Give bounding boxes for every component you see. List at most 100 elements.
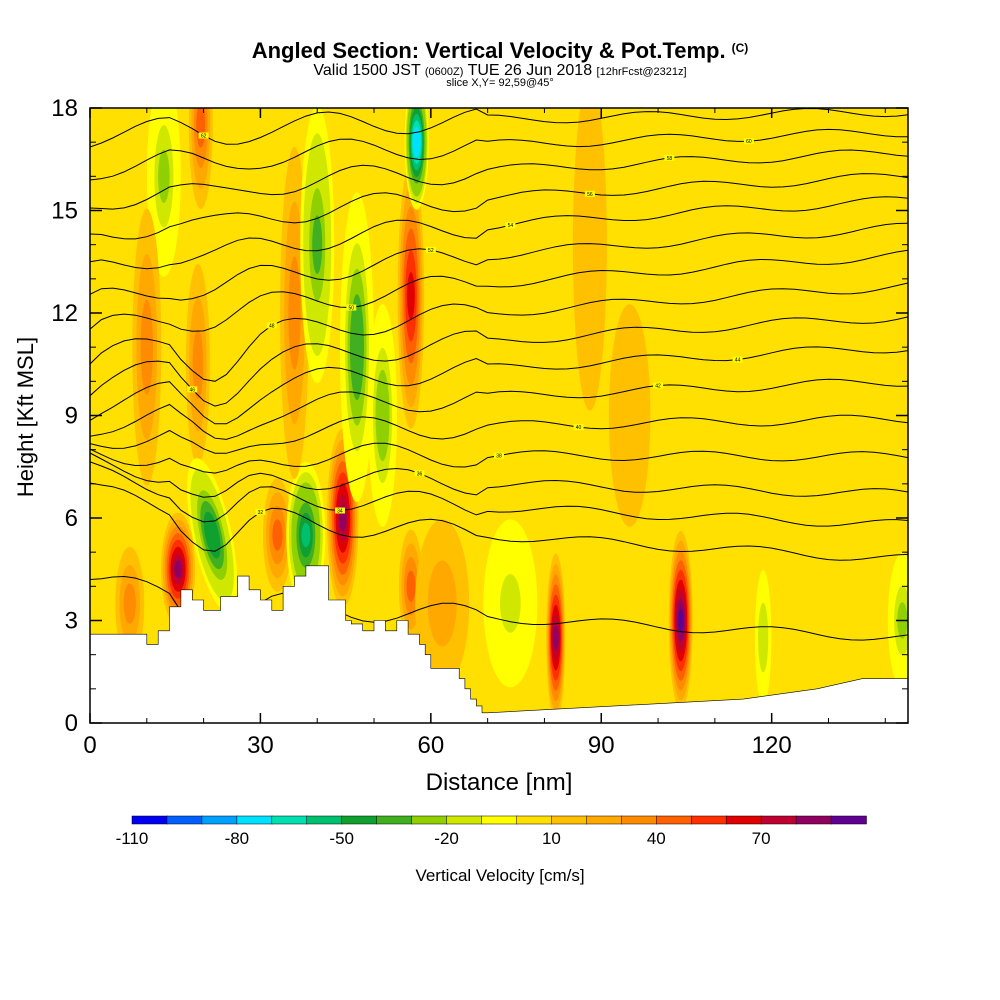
theta-contour-label: 36 [417, 471, 423, 477]
theta-contour-line [90, 346, 908, 425]
theta-contour-label: 46 [189, 387, 195, 393]
velocity-cell [378, 391, 388, 440]
colorbar-label: Vertical Velocity [cm/s] [415, 866, 584, 885]
colorbar-swatch [795, 815, 832, 825]
colorbar-swatch [446, 815, 483, 825]
velocity-cell [406, 570, 416, 602]
theta-contour-label: 38 [496, 454, 502, 460]
colorbar-swatch [760, 815, 797, 825]
theta-contour-label: 58 [667, 156, 673, 162]
colorbar-tick-label: -80 [225, 829, 250, 848]
velocity-cell [500, 574, 521, 633]
colorbar-swatch [376, 815, 413, 825]
colorbar-swatch [131, 815, 168, 825]
theta-contour-label: 34 [337, 509, 343, 515]
colorbar-swatch [166, 815, 203, 825]
theta-contour-label: 60 [746, 139, 752, 145]
velocity-cell [312, 215, 323, 274]
colorbar-tick-label: 70 [752, 829, 771, 848]
theta-contour-line [90, 222, 908, 301]
colorbar-swatch [725, 815, 762, 825]
colorbar-swatch [341, 815, 378, 825]
velocity-cell [552, 625, 559, 650]
theta-contour-line [90, 414, 908, 454]
theta-contour-line [90, 461, 908, 527]
velocity-cell [174, 560, 182, 579]
velocity-cell [158, 149, 170, 203]
y-tick-label: 6 [65, 505, 78, 532]
theta-contour-label: 62 [201, 134, 207, 140]
velocity-cell [301, 522, 311, 548]
colorbar-swatch [586, 815, 623, 825]
theta-contour-label: 48 [269, 323, 275, 329]
colorbar-swatch [690, 815, 727, 825]
theta-contour-line [90, 173, 908, 240]
x-tick-label: 0 [83, 732, 96, 759]
velocity-cell [413, 133, 420, 151]
x-tick-label: 90 [588, 732, 615, 759]
colorbar-swatch [271, 815, 308, 825]
x-tick-label: 120 [752, 732, 792, 759]
colorbar-swatch [201, 815, 238, 825]
colorbar-tick-label: -110 [116, 829, 149, 848]
theta-contour-line [90, 482, 908, 561]
velocity-cell [572, 108, 607, 411]
velocity-cell [192, 329, 204, 400]
theta-contour-label: 42 [655, 383, 661, 389]
velocity-cell [407, 272, 415, 320]
y-tick-label: 9 [65, 403, 78, 430]
velocity-cell [206, 522, 218, 548]
slice-info: slice X,Y= 92,59@45° [446, 77, 554, 89]
colorbar-tick-label: -20 [434, 829, 459, 848]
colorbar-swatch [481, 815, 518, 825]
colorbar-swatch [656, 815, 692, 825]
velocity-cell [352, 319, 362, 375]
velocity-cell [123, 583, 136, 624]
velocity-cell [608, 304, 651, 527]
theta-contour-line [90, 316, 908, 407]
velocity-cell [140, 299, 153, 395]
colorbar-swatch [621, 815, 658, 825]
theta-contour-label: 32 [258, 510, 264, 516]
theta-contour-label: 52 [428, 248, 434, 254]
theta-contour-line [90, 196, 908, 270]
y-tick-label: 3 [65, 608, 78, 635]
colorbar-swatch [306, 815, 343, 825]
velocity-cell [272, 519, 283, 551]
theta-contour-label: 54 [508, 223, 514, 229]
y-tick-label: 0 [65, 710, 78, 737]
y-tick-label: 15 [51, 198, 78, 225]
velocity-cell [288, 256, 301, 370]
theta-contour-label: 40 [576, 425, 582, 431]
x-tick-label: 60 [417, 732, 444, 759]
colorbar-swatch [516, 815, 553, 825]
theta-contour-line [90, 128, 908, 181]
theta-contour-line [90, 378, 908, 440]
valid-time: Valid 1500 JST (0600Z) TUE 26 Jun 2018 [… [313, 62, 687, 79]
theta-contour-line [90, 249, 908, 332]
velocity-cell [677, 608, 684, 633]
theta-contour-line [90, 149, 908, 210]
theta-contour-label: 50 [349, 306, 355, 312]
colorbar-tick-label: 40 [647, 829, 666, 848]
colorbar-swatch [551, 815, 588, 825]
y-tick-label: 12 [51, 300, 78, 327]
y-tick-label: 18 [51, 95, 78, 122]
theta-contour-label: 56 [587, 192, 593, 198]
colorbar: -110 -80 -50 -20 10 40 70 [116, 815, 867, 848]
velocity-cell [759, 619, 767, 656]
theta-contour-line [90, 452, 908, 498]
x-tick-label: 30 [247, 732, 274, 759]
colorbar-swatch [236, 815, 273, 825]
colorbar-swatch [830, 815, 867, 825]
theta-contour-line [90, 282, 908, 382]
x-axis-label: Distance [nm] [426, 769, 573, 796]
terrain-surface [89, 565, 909, 724]
colorbar-swatch [411, 815, 448, 825]
colorbar-tick-label: -50 [329, 829, 354, 848]
y-axis-label: Height [Kft MSL] [13, 337, 38, 497]
chart-title: Angled Section: Vertical Velocity & Pot.… [251, 38, 749, 63]
colorbar-tick-label: 10 [542, 829, 561, 848]
